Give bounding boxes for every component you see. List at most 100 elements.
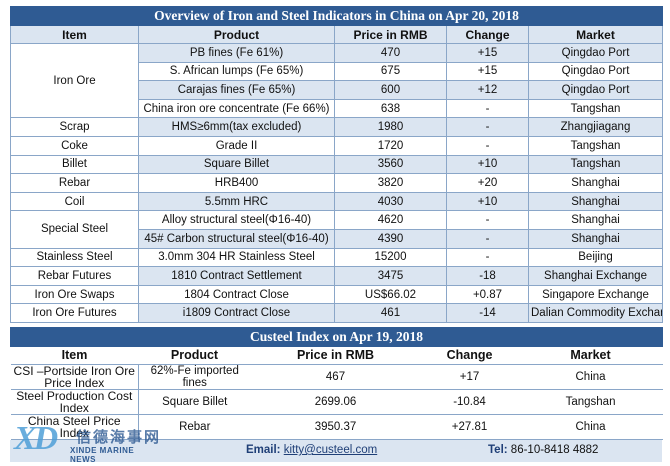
- price-cell: 467: [250, 363, 421, 390]
- market-cell: Qingdao Port: [527, 80, 664, 100]
- price-cell: 4620: [334, 210, 447, 230]
- price-cell: 3475: [334, 266, 447, 286]
- market-cell: Shanghai: [527, 228, 664, 249]
- price-cell: 4030: [334, 191, 447, 212]
- table-row: China Steel Price Index Rebar 3950.37 +27.8…: [10, 413, 663, 440]
- email-link[interactable]: kitty@custeel.com: [283, 444, 378, 456]
- product-cell: Rebar: [138, 413, 251, 440]
- indicators-table: Overview of Iron and Steel Indicators in…: [9, 6, 664, 323]
- price-cell: 461: [334, 303, 447, 323]
- change-cell: -: [446, 247, 529, 268]
- market-cell: Tangshan: [527, 154, 664, 175]
- column-header: Price in RMB: [334, 25, 447, 44]
- product-cell: HRB400: [138, 173, 335, 193]
- price-cell: 1980: [334, 117, 447, 137]
- market-cell: Beijing: [527, 247, 664, 268]
- product-cell: 1810 Contract Settlement: [138, 266, 335, 286]
- indicators-header-row: Item Product Price in RMB Change Market: [10, 25, 664, 44]
- change-cell: -18: [446, 266, 529, 286]
- change-cell: -: [446, 228, 529, 249]
- indicators-title: Overview of Iron and Steel Indicators in…: [9, 6, 664, 26]
- price-cell: 2699.06: [250, 388, 421, 415]
- market-cell: Tangshan: [518, 388, 663, 415]
- email-contact: Email: kitty@custeel.com: [246, 444, 377, 456]
- table-row: S. African lumps (Fe 65%) 675 +15 Qingdao P…: [11, 61, 664, 82]
- price-cell: US$66.02: [334, 284, 447, 305]
- price-cell: 638: [334, 98, 447, 119]
- column-header: Price in RMB: [250, 345, 421, 365]
- price-cell: 470: [334, 43, 447, 63]
- email-label: Email:: [246, 444, 281, 456]
- product-cell: Alloy structural steel(Φ16-40): [138, 210, 335, 230]
- table-row: Iron Ore PB fines (Fe 61%) 470 +15 Qingdao P…: [10, 42, 664, 119]
- market-cell: China: [518, 413, 663, 440]
- market-cell: Tangshan: [527, 135, 664, 156]
- table-row: Steel Production Cost Index Square Billet…: [10, 388, 663, 415]
- item-cell: Iron Ore: [10, 42, 139, 119]
- product-cell: S. African lumps (Fe 65%): [138, 61, 335, 82]
- change-cell: -: [446, 98, 529, 119]
- market-cell: China: [518, 363, 663, 390]
- product-cell: PB fines (Fe 61%): [138, 43, 335, 63]
- market-cell: Shanghai: [527, 173, 664, 193]
- tel-contact: Tel: 86-10-8418 4882: [488, 444, 598, 456]
- product-cell: China iron ore concentrate (Fe 66%): [138, 98, 335, 119]
- price-cell: 600: [334, 80, 447, 100]
- change-cell: +12: [446, 80, 529, 100]
- table-row: Special Steel Alloy structural steel(Φ16-…: [10, 210, 664, 249]
- logo-mark: XD: [14, 420, 58, 457]
- item-cell: Steel Production Cost Index: [10, 388, 139, 415]
- column-header: Market: [527, 25, 664, 44]
- xinde-marine-news-logo: XD 信德海事网 XINDE MARINE NEWS: [12, 420, 162, 464]
- item-cell: Coil: [10, 191, 139, 212]
- price-cell: 675: [334, 61, 447, 82]
- product-cell: Square Billet: [138, 388, 251, 415]
- column-header: Product: [138, 345, 251, 365]
- product-cell: 3.0mm 304 HR Stainless Steel: [138, 247, 335, 268]
- product-cell: Carajas fines (Fe 65%): [138, 80, 335, 100]
- price-cell: 1720: [334, 135, 447, 156]
- tel-label: Tel:: [488, 444, 508, 456]
- table-row: Coke Grade II 1720- Tangshan: [10, 135, 664, 156]
- table-row: Scrap HMS≥6mm(tax excluded) 1980- Zhangjiag…: [10, 117, 664, 137]
- custeel-title: Custeel Index on Apr 19, 2018: [9, 326, 664, 347]
- change-cell: -: [446, 210, 529, 230]
- product-cell: Grade II: [138, 135, 335, 156]
- market-cell: Shanghai: [527, 210, 664, 230]
- column-header: Market: [518, 345, 663, 365]
- change-cell: +20: [446, 173, 529, 193]
- table-row: Coil 5.5mm HRC 4030 +10 Shanghai: [10, 191, 664, 212]
- product-cell: 45# Carbon structural steel(Φ16-40): [138, 228, 335, 249]
- table-row: Billet Square Billet 3560 +10 Tangshan: [10, 154, 664, 175]
- price-cell: 3560: [334, 154, 447, 175]
- market-cell: Singapore Exchange: [527, 284, 664, 305]
- custeel-index-table: Custeel Index on Apr 19, 2018 Item Produc…: [9, 326, 664, 440]
- market-cell: Tangshan: [527, 98, 664, 119]
- change-cell: +15: [446, 43, 529, 63]
- product-cell: 62%-Fe imported fines: [138, 363, 251, 390]
- table-row: Rebar HRB400 3820 +20 Shanghai: [10, 173, 664, 193]
- product-cell: i1809 Contract Close: [138, 303, 335, 323]
- change-cell: +15: [446, 61, 529, 82]
- market-cell: Zhangjiagang: [527, 117, 664, 137]
- change-cell: +10: [446, 191, 529, 212]
- item-cell: Iron Ore Swaps: [10, 284, 139, 305]
- change-cell: +0.87: [446, 284, 529, 305]
- market-cell: Dalian Commodity Exchange: [527, 303, 664, 323]
- change-cell: +17: [420, 363, 519, 390]
- change-cell: -: [446, 135, 529, 156]
- table-row: Carajas fines (Fe 65%) 600 +12 Qingdao Port: [11, 80, 664, 100]
- product-cell: 5.5mm HRC: [138, 191, 335, 212]
- contact-footer: Email: kitty@custeel.com Tel: 86-10-8418…: [10, 440, 662, 462]
- column-header: Item: [10, 25, 139, 44]
- column-header: Change: [420, 345, 519, 365]
- change-cell: +27.81: [420, 413, 519, 440]
- item-cell: Iron Ore Futures: [10, 303, 139, 323]
- market-cell: Shanghai Exchange: [527, 266, 664, 286]
- market-cell: Qingdao Port: [527, 61, 664, 82]
- table-row: Iron Ore Futures i1809 Contract Close 461-…: [10, 303, 664, 323]
- column-header: Product: [138, 25, 335, 44]
- price-cell: 4390: [334, 228, 447, 249]
- column-header: Change: [446, 25, 529, 44]
- table-row: Stainless Steel 3.0mm 304 HR Stainless St…: [10, 247, 664, 268]
